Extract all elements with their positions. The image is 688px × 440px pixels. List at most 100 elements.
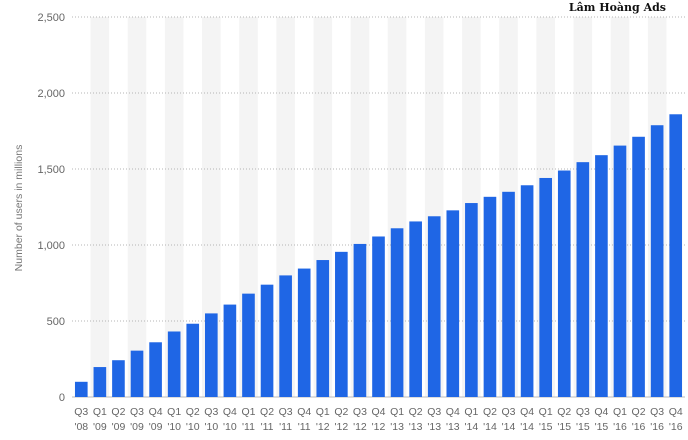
x-tick-label-year: '09: [149, 421, 163, 433]
x-tick-label-year: '14: [483, 421, 497, 433]
bar: [372, 236, 385, 397]
background-band: [202, 17, 221, 397]
x-tick-label-year: '10: [167, 421, 181, 433]
bar: [205, 313, 218, 397]
x-tick-label-quarter: Q2: [260, 406, 274, 418]
x-tick-label-year: '15: [576, 421, 590, 433]
x-tick-label-quarter: Q3: [353, 406, 367, 418]
bar: [260, 284, 274, 397]
bar: [316, 260, 330, 397]
bar: [167, 331, 181, 397]
bar: [279, 275, 292, 397]
x-tick-label-quarter: Q1: [241, 406, 255, 418]
x-tick-label-year: '14: [502, 421, 516, 433]
bar: [650, 125, 664, 397]
x-tick-label-quarter: Q1: [464, 406, 478, 418]
x-tick-label-quarter: Q4: [371, 406, 385, 418]
x-tick-label-year: '10: [186, 421, 200, 433]
x-tick-label-quarter: Q2: [111, 406, 125, 418]
bar: [539, 177, 552, 397]
x-tick-label-quarter: Q2: [557, 406, 571, 418]
bar: [130, 350, 144, 397]
background-band: [127, 17, 147, 397]
bar: [223, 304, 237, 397]
x-tick-label-quarter: Q4: [149, 406, 163, 418]
x-tick-label-year: '15: [539, 421, 553, 433]
x-tick-label-quarter: Q1: [93, 406, 107, 418]
bar: [149, 342, 162, 397]
x-tick-label-year: '09: [93, 421, 107, 433]
y-axis-ticks: 0 500 1,000 1,500 2,000 2,500: [37, 12, 65, 404]
x-tick-label-year: '11: [298, 421, 311, 433]
x-tick-label-year: '11: [279, 421, 292, 433]
x-tick-label-year: '12: [335, 421, 349, 433]
x-tick-label-year: '09: [112, 421, 126, 433]
bar: [93, 367, 107, 397]
y-tick-label: 500: [47, 316, 65, 328]
x-axis-ticks: Q3 '08 Q1 '09 Q2 '09 Q3 '09 Q4 '09 Q1 '10 Q2 '10 Q3 '10…: [74, 406, 683, 433]
x-tick-label-year: '11: [261, 421, 274, 433]
x-tick-label-quarter: Q3: [279, 406, 293, 418]
x-tick-label-year: '08: [74, 421, 88, 433]
y-tick-label: 0: [59, 392, 65, 404]
x-tick-label-quarter: Q4: [297, 406, 311, 418]
bar: [632, 136, 645, 397]
x-tick-label-quarter: Q2: [409, 406, 423, 418]
y-tick-label: 2,000: [37, 88, 65, 100]
x-tick-label-quarter: Q4: [446, 406, 460, 418]
bar: [335, 251, 348, 397]
x-tick-label-quarter: Q3: [74, 406, 88, 418]
x-tick-label-quarter: Q2: [483, 406, 497, 418]
x-tick-label-year: '12: [372, 421, 386, 433]
x-tick-label-year: '10: [204, 421, 218, 433]
x-tick-label-year: '13: [390, 421, 404, 433]
x-tick-label-quarter: Q1: [316, 406, 330, 418]
x-tick-label-year: '14: [520, 421, 534, 433]
x-tick-label-year: '16: [669, 421, 683, 433]
x-tick-label-quarter: Q4: [594, 406, 608, 418]
y-tick-label: 1,500: [37, 164, 65, 176]
bar: [613, 145, 627, 397]
x-tick-label-year: '15: [595, 421, 609, 433]
bar: [186, 323, 200, 397]
x-tick-label-year: '13: [446, 421, 460, 433]
x-tick-label-quarter: Q4: [223, 406, 237, 418]
x-tick-label-year: '13: [427, 421, 441, 433]
x-tick-label-quarter: Q4: [520, 406, 534, 418]
bar: [112, 360, 125, 397]
bar: [502, 191, 515, 397]
x-tick-label-quarter: Q3: [204, 406, 218, 418]
background-band: [164, 17, 184, 397]
x-tick-label-quarter: Q4: [669, 406, 683, 418]
x-tick-label-year: '13: [409, 421, 423, 433]
bar: [557, 170, 571, 397]
bar: [465, 203, 478, 397]
x-tick-label-quarter: Q1: [539, 406, 553, 418]
x-tick-label-year: '14: [465, 421, 479, 433]
watermark-text: Lâm Hoàng Ads: [568, 1, 666, 14]
bars: [74, 114, 683, 397]
bar: [390, 228, 404, 397]
x-tick-label-year: '15: [557, 421, 571, 433]
x-tick-label-quarter: Q1: [390, 406, 404, 418]
x-tick-label-quarter: Q3: [502, 406, 516, 418]
x-tick-label-year: '09: [130, 421, 144, 433]
bar: [297, 268, 311, 397]
x-tick-label-year: '11: [242, 421, 255, 433]
x-tick-label-quarter: Q2: [334, 406, 348, 418]
x-tick-label-year: '16: [613, 421, 627, 433]
bar: [520, 185, 534, 397]
x-tick-label-quarter: Q2: [186, 406, 200, 418]
bar: [242, 293, 255, 397]
bar: [576, 162, 590, 397]
bar: [483, 196, 497, 397]
x-tick-label-year: '12: [353, 421, 367, 433]
x-tick-label-quarter: Q3: [650, 406, 664, 418]
bar: [353, 243, 367, 397]
bar: [446, 210, 460, 397]
bar: [669, 114, 683, 397]
x-tick-label-year: '16: [650, 421, 664, 433]
bar: [74, 381, 88, 397]
x-tick-label-year: '12: [316, 421, 330, 433]
